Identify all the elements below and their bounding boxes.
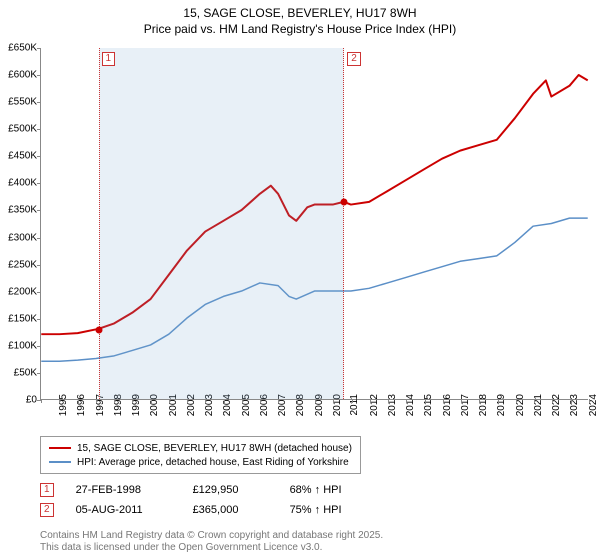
x-tick-label: 2016 bbox=[441, 394, 452, 416]
x-tick-label: 1995 bbox=[58, 394, 69, 416]
legend-item: 15, SAGE CLOSE, BEVERLEY, HU17 8WH (deta… bbox=[49, 441, 352, 455]
event-date: 27-FEB-1998 bbox=[76, 484, 171, 496]
legend-swatch bbox=[49, 447, 71, 449]
x-tick-label: 2024 bbox=[587, 394, 598, 416]
x-tick-label: 2014 bbox=[405, 394, 416, 416]
y-tick-label: £150K bbox=[1, 313, 37, 324]
x-tick-label: 2023 bbox=[569, 394, 580, 416]
event-price: £365,000 bbox=[193, 504, 268, 516]
legend: 15, SAGE CLOSE, BEVERLEY, HU17 8WH (deta… bbox=[40, 436, 361, 474]
price-marker-dot bbox=[95, 326, 102, 333]
title-address: 15, SAGE CLOSE, BEVERLEY, HU17 8WH bbox=[0, 6, 600, 22]
attribution: Contains HM Land Registry data © Crown c… bbox=[40, 530, 383, 554]
x-tick-label: 2022 bbox=[551, 394, 562, 416]
y-tick-label: £300K bbox=[1, 232, 37, 243]
y-tick-label: £550K bbox=[1, 97, 37, 108]
y-tick-label: £400K bbox=[1, 178, 37, 189]
plot-area: £0£50K£100K£150K£200K£250K£300K£350K£400… bbox=[40, 48, 588, 400]
x-tick-label: 2011 bbox=[349, 394, 360, 416]
title-subtitle: Price paid vs. HM Land Registry's House … bbox=[0, 22, 600, 38]
x-tick-label: 2017 bbox=[460, 394, 471, 416]
x-tick-label: 2018 bbox=[478, 394, 489, 416]
event-hpi-pct: 68% ↑ HPI bbox=[290, 484, 370, 496]
event-price: £129,950 bbox=[193, 484, 268, 496]
price-marker-dot bbox=[341, 199, 348, 206]
x-tick-label: 2020 bbox=[514, 394, 525, 416]
marker-band bbox=[99, 48, 345, 399]
y-tick-label: £600K bbox=[1, 70, 37, 81]
events-table: 1 27-FEB-1998 £129,950 68% ↑ HPI 2 05-AU… bbox=[40, 480, 370, 520]
y-tick-label: £50K bbox=[1, 367, 37, 378]
event-marker-index: 1 bbox=[40, 483, 54, 497]
price-marker-label: 2 bbox=[347, 52, 361, 66]
y-tick-label: £350K bbox=[1, 205, 37, 216]
legend-label: HPI: Average price, detached house, East… bbox=[77, 457, 349, 468]
event-row: 2 05-AUG-2011 £365,000 75% ↑ HPI bbox=[40, 500, 370, 520]
x-tick-label: 2021 bbox=[533, 394, 544, 416]
event-hpi-pct: 75% ↑ HPI bbox=[290, 504, 370, 516]
attribution-line: Contains HM Land Registry data © Crown c… bbox=[40, 530, 383, 542]
y-tick-label: £200K bbox=[1, 286, 37, 297]
y-tick-label: £450K bbox=[1, 151, 37, 162]
attribution-line: This data is licensed under the Open Gov… bbox=[40, 542, 383, 554]
y-tick-label: £250K bbox=[1, 259, 37, 270]
y-tick-label: £650K bbox=[1, 43, 37, 54]
y-tick-label: £100K bbox=[1, 340, 37, 351]
event-row: 1 27-FEB-1998 £129,950 68% ↑ HPI bbox=[40, 480, 370, 500]
x-tick-label: 2015 bbox=[423, 394, 434, 416]
y-tick-label: £500K bbox=[1, 124, 37, 135]
price-marker-label: 1 bbox=[102, 52, 116, 66]
event-date: 05-AUG-2011 bbox=[76, 504, 171, 516]
plot-frame: £0£50K£100K£150K£200K£250K£300K£350K£400… bbox=[40, 48, 588, 400]
x-tick-label: 2012 bbox=[368, 394, 379, 416]
x-tick-label: 2019 bbox=[496, 394, 507, 416]
x-tick-label: 1996 bbox=[76, 394, 87, 416]
event-marker-index: 2 bbox=[40, 503, 54, 517]
legend-item: HPI: Average price, detached house, East… bbox=[49, 455, 352, 469]
x-tick-label: 2013 bbox=[387, 394, 398, 416]
chart-title: 15, SAGE CLOSE, BEVERLEY, HU17 8WH Price… bbox=[0, 0, 600, 37]
y-tick-label: £0 bbox=[1, 395, 37, 406]
chart-container: 15, SAGE CLOSE, BEVERLEY, HU17 8WH Price… bbox=[0, 0, 600, 560]
legend-swatch bbox=[49, 461, 71, 463]
legend-label: 15, SAGE CLOSE, BEVERLEY, HU17 8WH (deta… bbox=[77, 443, 352, 454]
